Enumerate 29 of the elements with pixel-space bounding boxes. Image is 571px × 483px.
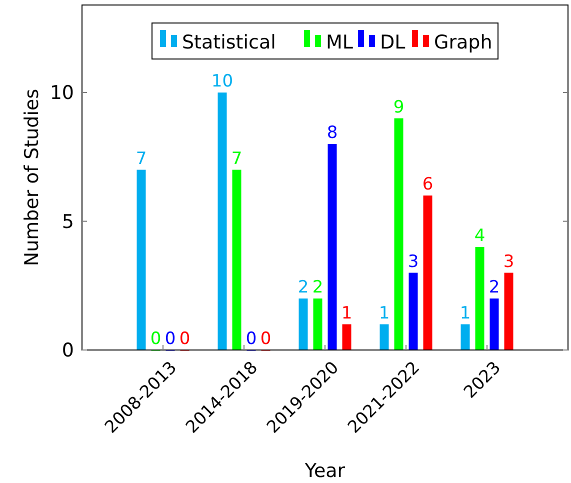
data-label: 4: [474, 226, 486, 246]
data-label: 1: [460, 303, 471, 324]
legend-label: Graph: [434, 32, 492, 54]
data-label: 7: [136, 148, 147, 169]
data-label: 2: [312, 278, 324, 298]
x-axis-title: Year: [304, 460, 346, 482]
data-label: 3: [408, 252, 419, 272]
y-tick-label: 5: [62, 210, 74, 233]
data-label: 8: [326, 123, 338, 144]
data-label: 0: [260, 329, 272, 349]
legend-label: Statistical: [182, 32, 276, 54]
data-label: 0: [150, 329, 162, 349]
data-label: 0: [246, 329, 257, 349]
data-label: 0: [179, 329, 190, 349]
data-label: 6: [422, 174, 434, 195]
data-label: 3: [503, 252, 514, 272]
y-tick-label: 0: [62, 340, 74, 362]
data-label: 2: [298, 278, 309, 298]
data-label: 0: [164, 329, 176, 349]
data-label: 9: [393, 97, 404, 118]
data-label: 10: [211, 72, 234, 92]
y-tick-label: 10: [50, 82, 74, 104]
legend-label: ML: [326, 32, 354, 54]
y-axis-title: Number of Studies: [21, 88, 43, 266]
data-label: 1: [378, 303, 390, 324]
data-label: 7: [231, 148, 242, 169]
data-label: 1: [341, 303, 352, 324]
legend-label: DL: [380, 32, 406, 54]
data-label: 2: [488, 278, 500, 298]
